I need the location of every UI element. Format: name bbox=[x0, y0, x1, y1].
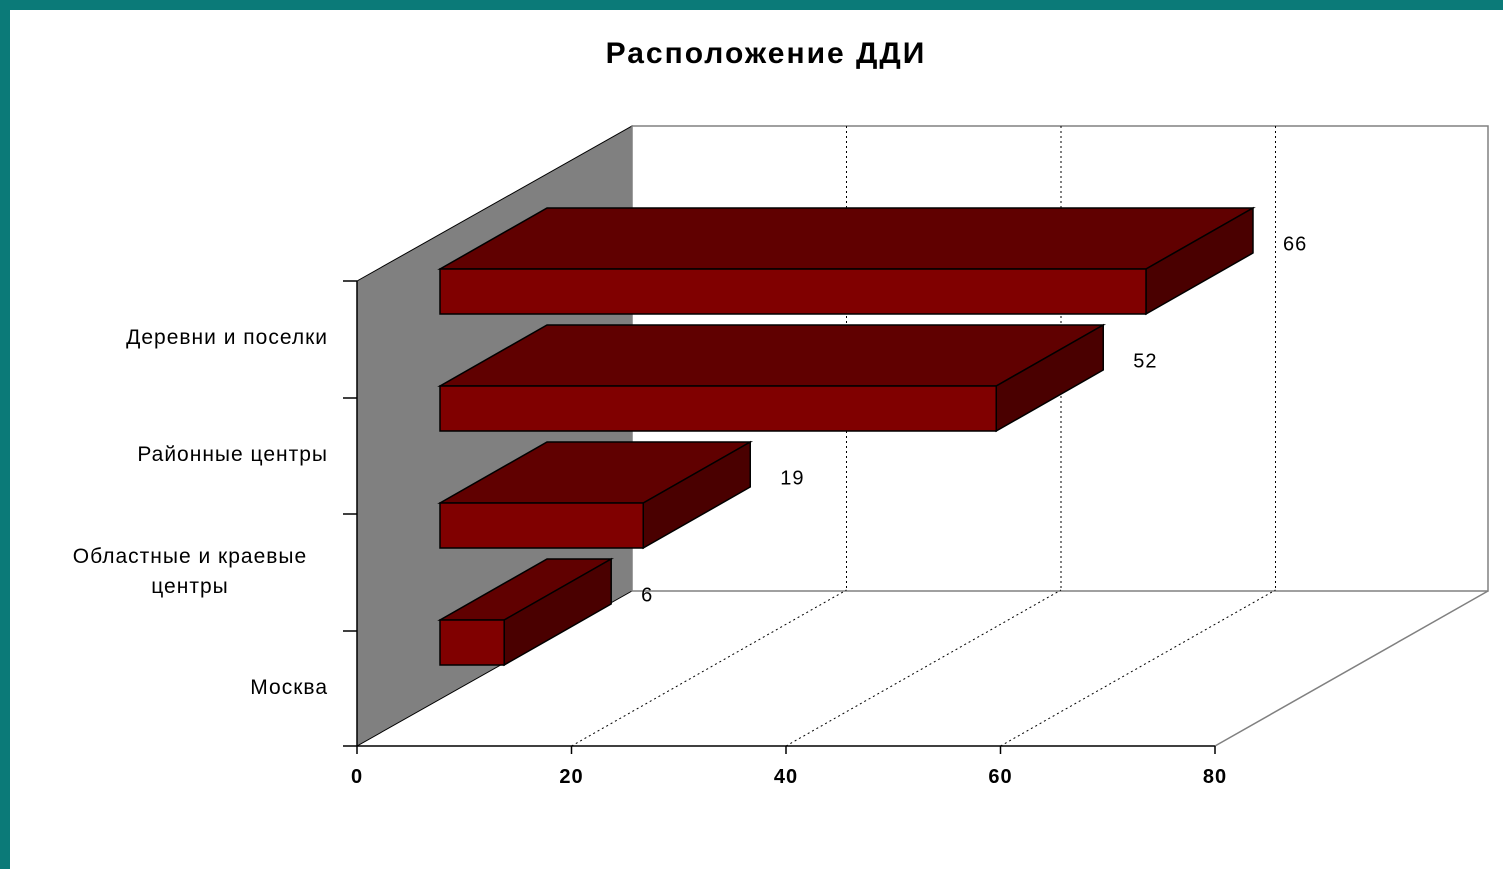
category-label: Деревни и поселки bbox=[126, 326, 328, 349]
category-label: Областные и краевые bbox=[73, 545, 307, 568]
bar-chart: 0 20 40 60 80 66 52 19 6 Москва Областные и краевы… bbox=[73, 37, 1489, 789]
category-label: Москва bbox=[250, 676, 328, 699]
data-label: 19 bbox=[780, 468, 804, 490]
chart-axes bbox=[343, 280, 1489, 754]
floor-gridline bbox=[571, 589, 847, 747]
x-tick-label: 80 bbox=[1203, 766, 1227, 788]
bar bbox=[439, 268, 1147, 315]
floor-gridline bbox=[1000, 589, 1276, 747]
bar bbox=[439, 385, 997, 432]
category-label: центры bbox=[151, 575, 228, 598]
x-tick-label: 20 bbox=[559, 766, 583, 788]
bar bbox=[439, 619, 505, 666]
chart-title: Расположение ДДИ bbox=[606, 37, 927, 70]
x-tick-label: 60 bbox=[988, 766, 1012, 788]
x-tick-label: 0 bbox=[351, 766, 363, 788]
category-label: Районные центры bbox=[137, 443, 328, 466]
data-label: 66 bbox=[1283, 234, 1307, 256]
data-label: 6 bbox=[641, 585, 653, 607]
bar bbox=[439, 502, 644, 549]
chart-bars bbox=[437, 206, 1256, 667]
floor-gridline bbox=[785, 589, 1062, 747]
bar-top-face bbox=[437, 207, 1256, 270]
bar-top-face bbox=[437, 324, 1107, 387]
chart-labels: 0 20 40 60 80 66 52 19 6 Москва Областные и краевы… bbox=[73, 234, 1307, 789]
chart-frame: 0 20 40 60 80 66 52 19 6 Москва Областные и краевы… bbox=[10, 10, 1503, 869]
floor-right-edge bbox=[1214, 590, 1489, 747]
x-tick-label: 40 bbox=[774, 766, 798, 788]
data-label: 52 bbox=[1133, 351, 1157, 373]
